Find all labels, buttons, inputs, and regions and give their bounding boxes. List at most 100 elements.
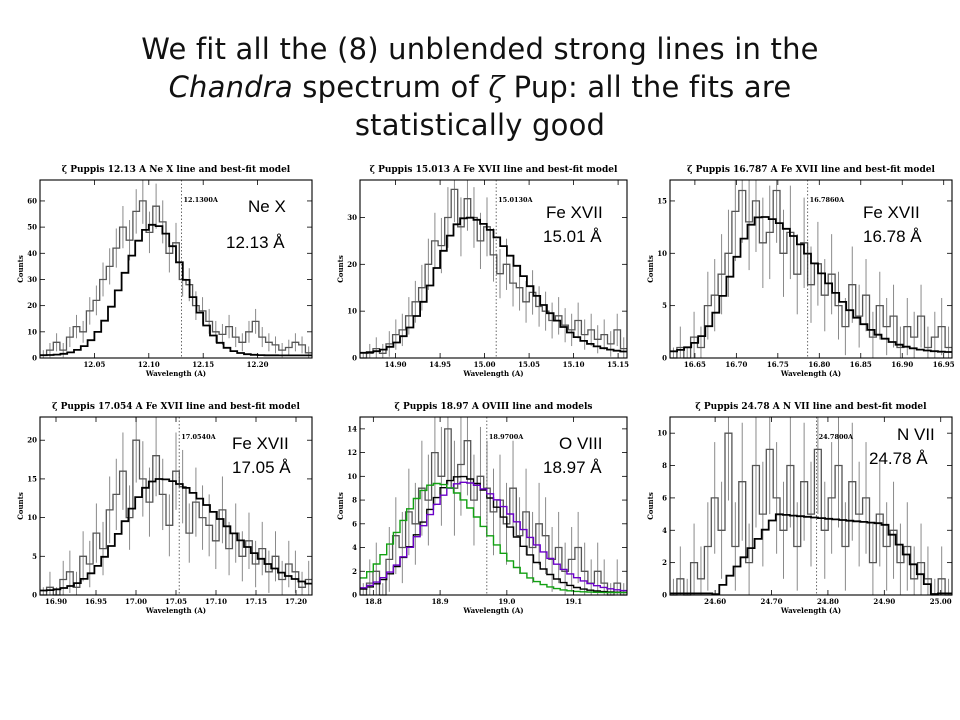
label-ne-x: Ne X bbox=[248, 197, 286, 216]
plot-frame bbox=[669, 416, 953, 596]
chart-n-vii: ζ Puppis 24.78 A N VII line and best-fit… bbox=[646, 402, 953, 615]
chart-title: ζ Puppis 15.013 A Fe XVII line and best-… bbox=[370, 165, 618, 175]
y-axis-label: Counts bbox=[336, 492, 345, 520]
y-tick-label: 0 bbox=[352, 591, 357, 600]
y-axis-label: Counts bbox=[16, 492, 25, 520]
chart-title: ζ Puppis 24.78 A N VII line and best-fit… bbox=[695, 402, 927, 412]
x-tick-label: 15.15 bbox=[607, 360, 629, 369]
plot-frame bbox=[39, 179, 313, 359]
x-tick-label: 19.1 bbox=[565, 597, 582, 606]
x-tick-label: 12.10 bbox=[138, 360, 160, 369]
y-tick-label: 10 bbox=[657, 429, 667, 438]
chart-title: ζ Puppis 12.13 A Ne X line and best-fit … bbox=[62, 165, 291, 175]
model-line bbox=[40, 478, 312, 592]
y-axis-label: Counts bbox=[336, 255, 345, 283]
x-tick-label: 12.15 bbox=[192, 360, 214, 369]
panel-fe-xvii-17: ζ Puppis 17.054 A Fe XVII line and best-… bbox=[10, 397, 320, 625]
title-line-3: statistically good bbox=[354, 108, 606, 142]
x-tick-label: 17.10 bbox=[205, 597, 227, 606]
x-tick-label: 15.10 bbox=[563, 360, 585, 369]
chart-fe-xvii-16: ζ Puppis 16.787 A Fe XVII line and best-… bbox=[646, 165, 955, 378]
marker-label: 17.0540A bbox=[181, 433, 216, 441]
x-tick-label: 17.15 bbox=[245, 597, 267, 606]
label-n-vii: N VII bbox=[897, 425, 935, 444]
plot-frame bbox=[359, 179, 628, 359]
x-tick-label: 17.00 bbox=[125, 597, 147, 606]
label-fe-xvii-15-wavelength: 15.01 Å bbox=[543, 227, 602, 246]
data-histogram bbox=[360, 428, 627, 596]
y-tick-label: 2 bbox=[352, 567, 357, 576]
marker-label: 18.9700A bbox=[489, 433, 524, 441]
model-line bbox=[40, 223, 312, 357]
title-line-1: We fit all the (8) unblended strong line… bbox=[141, 32, 819, 66]
x-tick-label: 16.95 bbox=[85, 597, 107, 606]
y-tick-label: 12 bbox=[347, 448, 357, 457]
x-tick-label: 14.95 bbox=[429, 360, 451, 369]
y-tick-label: 6 bbox=[662, 493, 667, 502]
y-tick-label: 5 bbox=[662, 301, 667, 310]
y-tick-label: 0 bbox=[32, 354, 37, 363]
model-line bbox=[670, 216, 952, 353]
y-tick-label: 0 bbox=[352, 354, 357, 363]
model-line bbox=[670, 513, 952, 595]
y-tick-label: 2 bbox=[662, 558, 667, 567]
chart-title: ζ Puppis 18.97 A OVIII line and models bbox=[395, 402, 593, 412]
x-tick-label: 16.90 bbox=[891, 360, 913, 369]
x-axis-label: Wavelength (A) bbox=[462, 606, 523, 615]
panel-o-viii: ζ Puppis 18.97 A OVIII line and models 18… bbox=[330, 397, 635, 625]
y-tick-label: 8 bbox=[662, 461, 667, 470]
x-tick-label: 16.85 bbox=[850, 360, 872, 369]
y-axis-label: Counts bbox=[646, 492, 655, 520]
y-tick-label: 0 bbox=[32, 591, 37, 600]
data-histogram bbox=[40, 200, 312, 357]
y-axis-label: Counts bbox=[646, 255, 655, 283]
y-tick-label: 20 bbox=[347, 260, 357, 269]
x-axis-label: Wavelength (A) bbox=[780, 606, 841, 615]
label-fe-xvii-17: Fe XVII bbox=[232, 434, 289, 453]
y-tick-label: 10 bbox=[347, 307, 357, 316]
y-tick-label: 40 bbox=[27, 249, 37, 258]
label-o-viii: O VIII bbox=[559, 434, 603, 453]
x-tick-label: 16.65 bbox=[684, 360, 706, 369]
label-fe-xvii-16: Fe XVII bbox=[863, 203, 920, 222]
y-tick-label: 15 bbox=[657, 196, 667, 205]
y-tick-label: 14 bbox=[347, 424, 357, 433]
y-tick-label: 10 bbox=[27, 513, 37, 522]
y-tick-label: 10 bbox=[27, 327, 37, 336]
slide-title: We fit all the (8) unblended strong line… bbox=[80, 30, 880, 144]
y-tick-label: 4 bbox=[662, 526, 667, 535]
data-histogram bbox=[670, 189, 952, 359]
x-tick-label: 16.90 bbox=[45, 597, 67, 606]
x-tick-label: 25.00 bbox=[930, 597, 952, 606]
x-tick-label: 12.05 bbox=[83, 360, 105, 369]
y-tick-label: 4 bbox=[352, 543, 357, 552]
model-line bbox=[360, 481, 627, 592]
y-tick-label: 15 bbox=[27, 474, 37, 483]
x-tick-label: 19.0 bbox=[498, 597, 515, 606]
x-tick-label: 16.95 bbox=[933, 360, 955, 369]
y-tick-label: 20 bbox=[27, 436, 37, 445]
data-histogram bbox=[40, 439, 312, 596]
x-tick-label: 15.05 bbox=[518, 360, 540, 369]
chart-fe-xvii-17: ζ Puppis 17.054 A Fe XVII line and best-… bbox=[16, 402, 313, 615]
x-tick-label: 17.20 bbox=[285, 597, 307, 606]
chart-ne-x: ζ Puppis 12.13 A Ne X line and best-fit … bbox=[16, 165, 313, 378]
x-tick-label: 17.05 bbox=[165, 597, 187, 606]
x-tick-label: 15.00 bbox=[474, 360, 496, 369]
x-tick-label: 16.70 bbox=[725, 360, 747, 369]
y-tick-label: 8 bbox=[352, 496, 357, 505]
y-tick-label: 10 bbox=[347, 472, 357, 481]
x-tick-label: 14.90 bbox=[385, 360, 407, 369]
marker-label: 24.7800A bbox=[819, 433, 854, 441]
y-tick-label: 6 bbox=[352, 519, 357, 528]
x-tick-label: 12.20 bbox=[247, 360, 269, 369]
x-tick-label: 18.9 bbox=[432, 597, 449, 606]
model-line bbox=[360, 216, 627, 354]
y-axis-label: Counts bbox=[16, 255, 25, 283]
y-tick-label: 0 bbox=[662, 354, 667, 363]
label-ne-x-wavelength: 12.13 Å bbox=[226, 233, 285, 252]
chart-title: ζ Puppis 17.054 A Fe XVII line and best-… bbox=[52, 402, 300, 412]
panel-n-vii: ζ Puppis 24.78 A N VII line and best-fit… bbox=[640, 397, 960, 625]
x-axis-label: Wavelength (A) bbox=[145, 369, 206, 378]
panel-fe-xvii-16: ζ Puppis 16.787 A Fe XVII line and best-… bbox=[640, 160, 960, 388]
